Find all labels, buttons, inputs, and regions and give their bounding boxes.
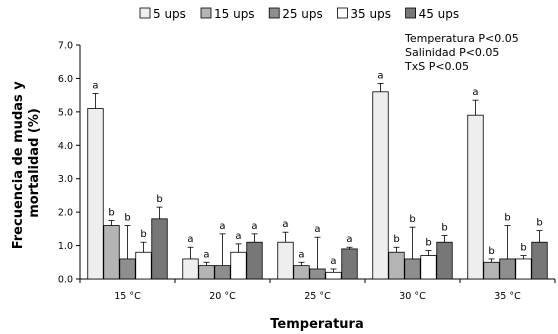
bar [103, 225, 120, 280]
bar [325, 271, 342, 280]
significance-label: a [314, 224, 320, 235]
significance-label: b [393, 234, 399, 245]
significance-label: b [504, 213, 510, 224]
significance-label: b [409, 214, 415, 225]
significance-label: b [488, 246, 494, 257]
legend-swatch [336, 7, 348, 19]
significance-label: b [156, 194, 162, 205]
bar [230, 251, 247, 280]
bar [483, 261, 500, 280]
bar [309, 268, 326, 280]
stat-annotation: Temperatura P<0.05 [404, 32, 519, 45]
stat-annotation: Salinidad P<0.05 [405, 46, 499, 59]
significance-label: a [377, 70, 383, 81]
y-axis-title: Frecuencia de mudas y mortalidad (%) [11, 77, 42, 250]
legend-label: 15 ups [214, 7, 255, 21]
y-tick-label: 1.0 [58, 241, 73, 252]
bar [87, 108, 104, 280]
y-tick-label: 0.0 [58, 275, 73, 286]
bar [293, 265, 310, 280]
significance-label: a [472, 87, 478, 98]
bar [467, 114, 484, 280]
significance-label: a [203, 249, 209, 260]
legend-swatch [200, 7, 212, 19]
bar [372, 91, 389, 280]
bar [119, 258, 136, 280]
significance-label: b [108, 208, 114, 219]
significance-label: b [520, 243, 526, 254]
x-tick-label: 25 °C [304, 291, 331, 302]
bar [388, 251, 405, 280]
legend-swatch [268, 7, 280, 19]
bar [135, 251, 152, 280]
bar [182, 258, 199, 280]
y-tick-label: 4.0 [58, 141, 73, 152]
significance-label: a [187, 234, 193, 245]
legend-label: 25 ups [282, 7, 323, 21]
legend-label: 45 ups [419, 7, 460, 21]
bar [341, 248, 358, 280]
significance-label: a [219, 221, 225, 232]
bar [515, 258, 532, 280]
y-tick-label: 6.0 [58, 74, 73, 85]
significance-label: a [282, 219, 288, 230]
bar [277, 241, 294, 280]
x-tick-label: 35 °C [494, 291, 521, 302]
significance-label: a [251, 221, 257, 232]
stat-annotation: TxS P<0.05 [404, 60, 469, 73]
significance-label: b [124, 213, 130, 224]
significance-label: b [425, 238, 431, 249]
bar [404, 258, 421, 280]
legend-label: 5 ups [153, 7, 186, 21]
y-tick-label: 2.0 [58, 208, 73, 219]
significance-label: a [298, 249, 304, 260]
bar [198, 265, 215, 280]
legend-swatch [139, 7, 151, 19]
significance-label: a [346, 234, 352, 245]
bar [499, 258, 516, 280]
legend-swatch [405, 7, 417, 19]
x-axis-title: Temperatura [270, 317, 363, 332]
y-axis-title-line-2: mortalidad (%) [27, 108, 42, 218]
significance-label: b [536, 218, 542, 229]
bar [151, 218, 168, 280]
x-tick-label: 15 °C [114, 291, 141, 302]
legend: 5 ups 15 ups 25 ups 35 ups 45 ups [139, 7, 460, 21]
x-axis: 15 °C 20 °C 25 °C 30 °C 35 °C [79, 278, 556, 302]
x-tick-label: 20 °C [209, 291, 236, 302]
significance-label: a [92, 80, 98, 91]
significance-label: b [140, 229, 146, 240]
x-tick-label: 30 °C [399, 291, 426, 302]
significance-label: a [330, 256, 336, 267]
bar [420, 255, 437, 280]
bar [214, 265, 231, 280]
y-axis: 0.0 1.0 2.0 3.0 4.0 5.0 6.0 7.0 [58, 41, 81, 286]
legend-label: 35 ups [350, 7, 391, 21]
y-tick-label: 3.0 [58, 174, 73, 185]
bar [531, 241, 548, 280]
y-axis-title-line-1: Frecuencia de mudas y [11, 81, 26, 250]
significance-label: a [235, 231, 241, 242]
bar [436, 241, 453, 280]
significance-label: b [441, 223, 447, 234]
y-tick-label: 5.0 [58, 107, 73, 118]
y-tick-label: 7.0 [58, 41, 73, 52]
bar [246, 241, 263, 280]
